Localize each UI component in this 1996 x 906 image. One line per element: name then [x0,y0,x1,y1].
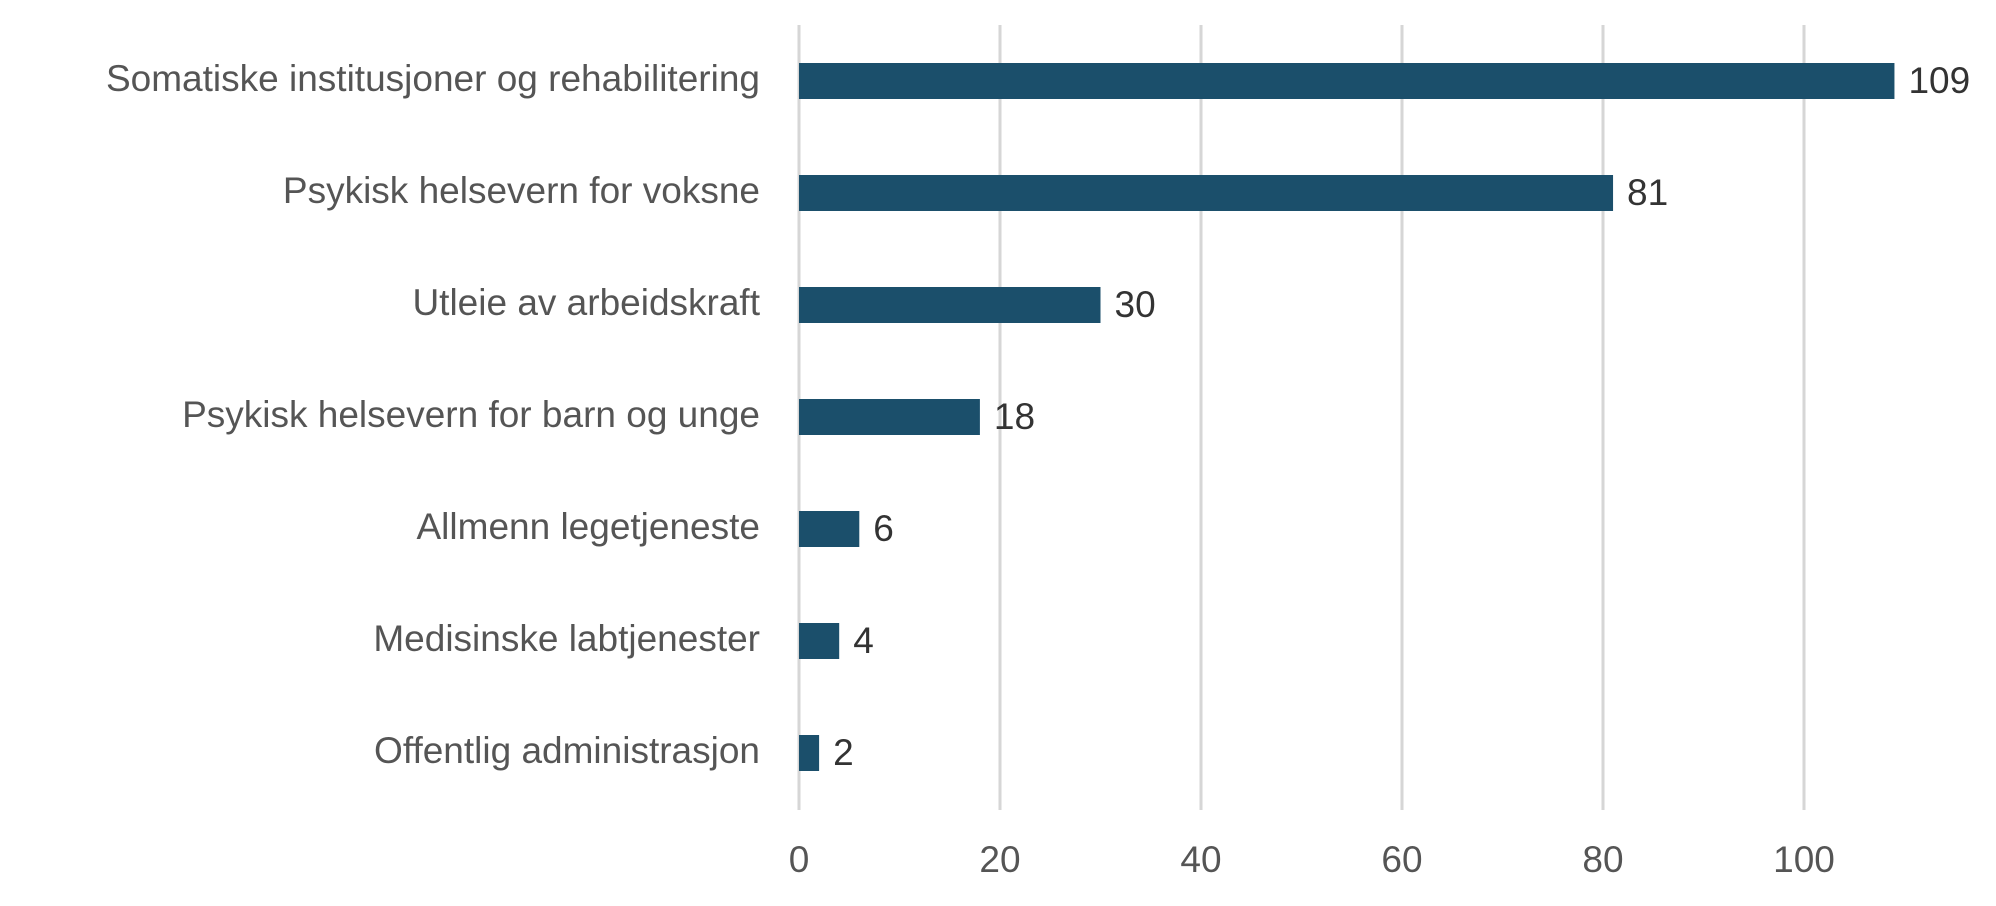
x-tick-label: 20 [979,839,1020,880]
y-tick-label: Allmenn legetjeneste [417,506,761,547]
bar [799,623,840,659]
data-label: 30 [1115,284,1156,325]
data-label: 4 [853,620,874,661]
y-tick-label: Somatiske institusjoner og rehabiliterin… [106,58,760,99]
bar [799,399,980,435]
x-tick-label: 60 [1381,839,1422,880]
bar [799,63,1895,99]
x-tick-label: 0 [789,839,810,880]
bar [799,735,820,771]
x-tick-label: 80 [1582,839,1623,880]
y-tick-label: Utleie av arbeidskraft [412,282,760,323]
y-tick-label: Medisinske labtjenester [373,618,760,659]
y-tick-label: Offentlig administrasjon [374,730,760,771]
x-tick-label: 40 [1180,839,1221,880]
data-label: 2 [833,732,854,773]
y-tick-label: Psykisk helsevern for voksne [283,170,760,211]
y-tick-label: Psykisk helsevern for barn og unge [182,394,760,435]
bar [799,511,860,547]
x-tick-label: 100 [1773,839,1835,880]
data-label: 18 [994,396,1035,437]
bar [799,287,1101,323]
bar [799,175,1614,211]
data-label: 109 [1908,60,1970,101]
data-label: 6 [873,508,894,549]
data-label: 81 [1627,172,1668,213]
